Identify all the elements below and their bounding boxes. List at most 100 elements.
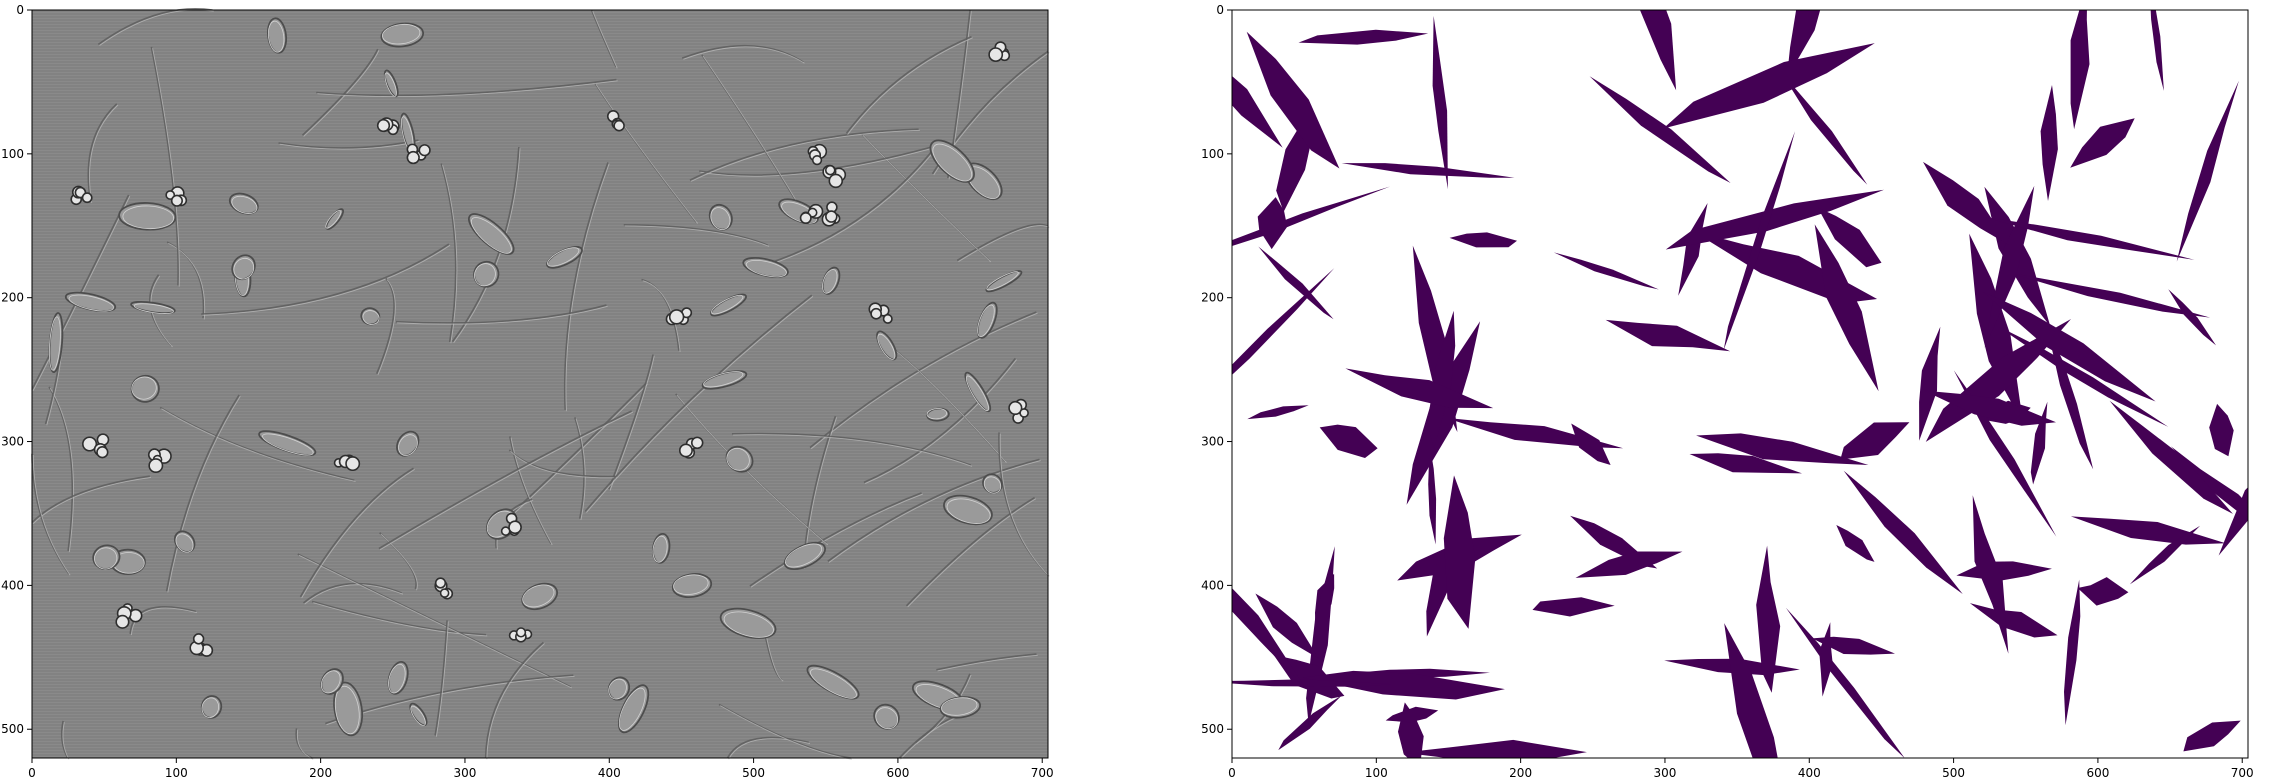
cell-process: [936, 653, 1037, 671]
cell-mask: [1639, 10, 1677, 91]
cell-mask: [1246, 31, 1340, 169]
rounded-cell: [376, 118, 391, 133]
rounded-cell: [81, 192, 93, 204]
cell-mask: [2176, 80, 2239, 262]
cell-process-highlight: [702, 55, 797, 202]
cell-mask: [2070, 118, 2135, 168]
cell-process-highlight: [864, 359, 1017, 484]
cell-process-highlight: [700, 145, 941, 177]
cell-process: [699, 144, 939, 176]
cell-mask: [1814, 224, 1879, 392]
cell-halo: [941, 697, 978, 716]
cell-halo: [983, 476, 1002, 494]
cell-mask: [1924, 390, 2056, 426]
cell-mask: [1257, 197, 1288, 250]
cell-mask: [1923, 161, 2010, 246]
cell-mask: [2183, 720, 2241, 752]
cell-mask: [1969, 603, 2058, 638]
cell-halo: [946, 498, 991, 524]
cell-body: [118, 202, 177, 231]
mask-plot: 0 100 200 300 400 500 600 700 0 100 200 300 400 500: [1201, 3, 2254, 780]
cell-process-highlight: [62, 722, 70, 760]
y-tick-label: 300: [1201, 435, 1224, 449]
cell-process-highlight: [89, 104, 119, 204]
cell-mask: [1972, 495, 2009, 654]
cell-process-highlight: [719, 705, 852, 760]
rounded-cell: [148, 458, 164, 474]
cell-halo: [608, 678, 627, 700]
cell-mask: [1984, 217, 2195, 260]
y-tick-label: 0: [1216, 3, 1224, 17]
left-panel: 0 100 200 300 400 500 600 700 0 100 200 300 400 500: [0, 0, 1100, 784]
cell-process: [395, 304, 607, 324]
cell-process: [278, 139, 419, 149]
cell-process-highlight: [907, 498, 1037, 608]
cell-body: [468, 213, 515, 255]
cell-process: [165, 394, 240, 592]
cell-process-highlight: [313, 602, 488, 637]
cell-process-highlight: [642, 280, 681, 352]
rounded-cell: [613, 119, 625, 132]
cell-halo: [673, 574, 709, 595]
cell-halo: [986, 271, 1019, 291]
cell-process-highlight: [890, 346, 1007, 463]
cell-process-highlight: [298, 554, 573, 689]
cell-process: [297, 553, 571, 688]
cell-process: [378, 410, 632, 550]
cell-body: [929, 139, 975, 183]
cell-process: [584, 294, 813, 512]
cell-mask: [2064, 579, 2081, 726]
rounded-cell: [825, 210, 838, 223]
cell-process-highlight: [168, 242, 206, 320]
cell-mask: [1780, 71, 1868, 185]
x-tick-label: 200: [309, 766, 332, 780]
cell-process: [451, 146, 520, 343]
cell-halo: [94, 547, 118, 570]
cell-process-highlight: [304, 584, 404, 605]
mask-layer: [1232, 10, 2248, 758]
cell-process-highlight: [442, 164, 458, 344]
cell-mask: [1785, 607, 1905, 758]
rounded-cell: [508, 520, 522, 535]
cell-process-highlight: [32, 455, 71, 576]
x-tick-label: 100: [165, 766, 188, 780]
x-tick-label: 300: [1654, 766, 1677, 780]
rounded-cell: [678, 443, 693, 458]
cell-process-highlight: [862, 134, 992, 263]
x-tick-label: 600: [886, 766, 909, 780]
rounded-cell: [345, 456, 361, 472]
rounded-cell: [128, 608, 143, 623]
cell-process-highlight: [592, 11, 618, 69]
cell-process-highlight: [397, 305, 608, 325]
cell-halo: [547, 247, 580, 267]
cell-process-highlight: [565, 163, 610, 412]
cell-process-highlight: [380, 533, 418, 591]
axes-frame: [31, 9, 1049, 759]
rounded-cell: [82, 436, 98, 452]
cell-mask: [1663, 43, 1875, 129]
cell-process-highlight: [202, 244, 451, 316]
cell-process-highlight: [167, 395, 241, 593]
cell-process: [434, 620, 448, 736]
cell-halo: [723, 611, 774, 638]
cell-process-highlight: [575, 418, 586, 520]
cell-halo: [726, 447, 750, 471]
cell-mask: [2046, 326, 2094, 470]
cell-halo: [325, 209, 342, 229]
x-tick-label: 700: [1031, 766, 1054, 780]
cell-process: [863, 357, 1017, 484]
cell-mask: [1724, 623, 1778, 758]
cell-process: [302, 582, 402, 604]
cell-process: [301, 48, 379, 136]
cell-body: [130, 374, 160, 403]
cell-process: [48, 386, 74, 552]
rounded-cell: [828, 173, 844, 189]
cell-process-highlight: [161, 408, 356, 482]
cell-halo: [926, 408, 948, 420]
x-tick-label: 200: [1509, 766, 1532, 780]
cell-process: [956, 223, 1049, 262]
cell-halo: [267, 20, 285, 53]
cell-mask: [1575, 551, 1683, 578]
cell-mask: [1665, 189, 1884, 250]
cell-body: [783, 541, 826, 571]
